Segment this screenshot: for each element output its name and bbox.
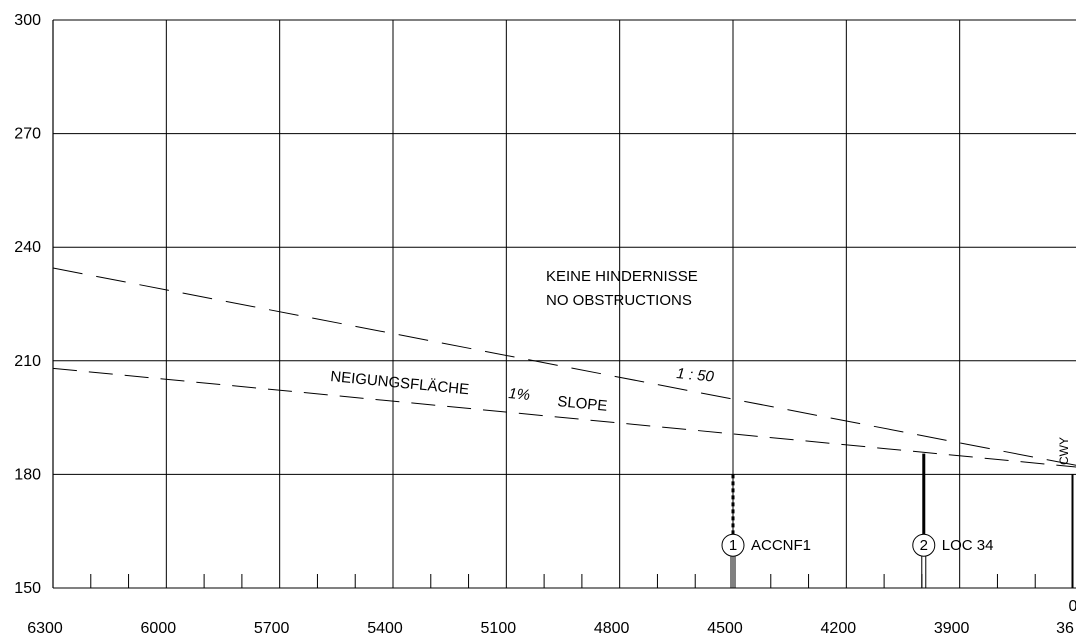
obstacle-1-name: ACCNF1 [751, 537, 811, 554]
x-tick-label: 4200 [821, 620, 857, 637]
annotation-cwy: CWY [1057, 437, 1071, 465]
obstacle-1-marker [721, 533, 745, 557]
y-tick-label: 210 [14, 353, 41, 370]
annotation-slope-de: NEIGUNGSFLÄCHE [330, 368, 470, 398]
obstacle-2-marker [912, 533, 936, 557]
grid [52, 19, 1076, 589]
annotation-ratio: 1 : 50 [676, 365, 716, 386]
annotation-slope-percent: 1% [508, 385, 531, 404]
x-tick-label: 6000 [141, 620, 177, 637]
obstacle-2-number: 2 [920, 537, 928, 554]
slope-lines [52, 267, 1076, 468]
y-tick-label: 150 [14, 580, 41, 597]
y-tick-label: 240 [14, 239, 41, 256]
slope-line-1-percent [52, 367, 1076, 468]
y-tick-label: 270 [14, 126, 41, 143]
x-tick-label: 5100 [481, 620, 517, 637]
annotation-no-obstructions-de: KEINE HINDERNISSE [546, 268, 698, 285]
x-tick-label: 5700 [254, 620, 290, 637]
x-tick-label: 6300 [27, 620, 63, 637]
obstacle-2-name: LOC 34 [942, 537, 994, 554]
y-tick-label: 300 [14, 12, 41, 29]
x-tick-label: 5400 [367, 620, 403, 637]
x-tick-label: 36 [1056, 620, 1074, 637]
x-tick-label: 4500 [707, 620, 743, 637]
obstacles: 1 ACCNF1 2 LOC 34 [721, 453, 994, 588]
y-tick-label: 180 [14, 466, 41, 483]
annotation-no-obstructions-en: NO OBSTRUCTIONS [546, 292, 692, 309]
slope-line-1-50 [52, 267, 1076, 466]
obstacle-1-number: 1 [729, 537, 737, 554]
x-tick-label: 3900 [934, 620, 970, 637]
x-end-label: 0 [1069, 598, 1076, 615]
x-tick-label: 4800 [594, 620, 630, 637]
annotation-slope-en: SLOPE [557, 393, 608, 415]
